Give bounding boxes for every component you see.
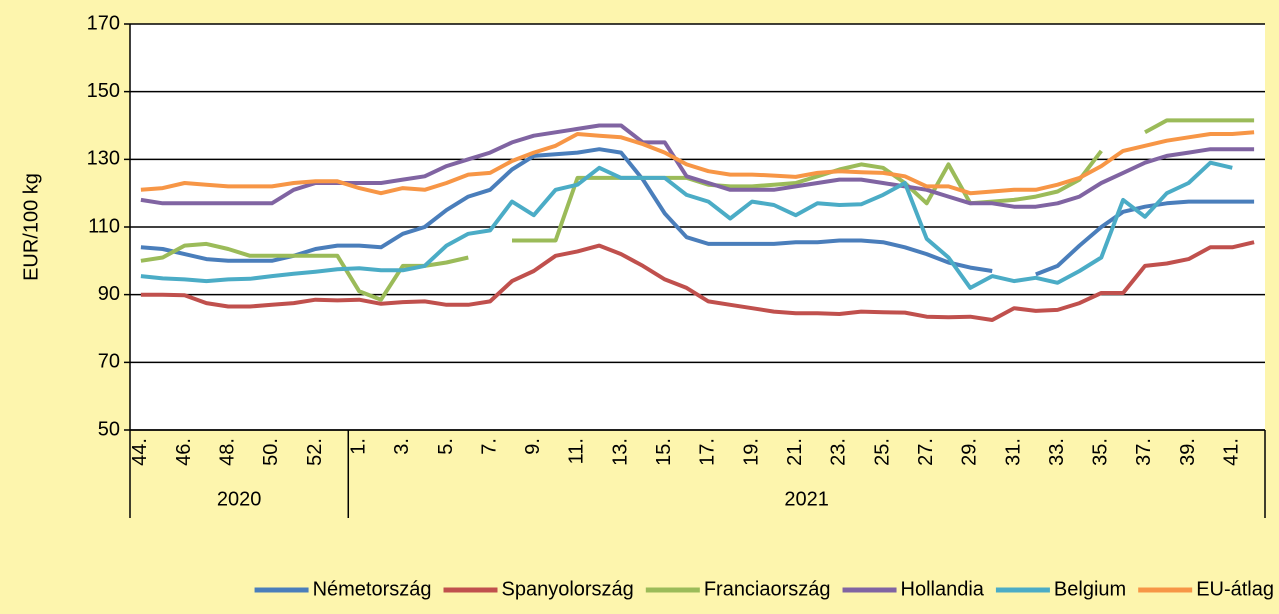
x-tick-label: 15. bbox=[653, 438, 675, 466]
x-tick-label: 31. bbox=[1002, 438, 1024, 466]
series-line bbox=[140, 160, 1233, 290]
legend-label: Belgium bbox=[1054, 578, 1126, 600]
x-tick-label: 27. bbox=[915, 438, 937, 466]
x-tick-label: 1. bbox=[347, 438, 369, 455]
y-tick-label: 50 bbox=[98, 418, 120, 440]
y-tick-label: 90 bbox=[98, 283, 120, 305]
x-tick-label: 41. bbox=[1221, 438, 1243, 466]
x-tick-label: 13. bbox=[609, 438, 631, 466]
y-tick-label: 130 bbox=[87, 148, 120, 170]
group-label: 2020 bbox=[217, 488, 262, 510]
x-tick-label: 37. bbox=[1133, 438, 1155, 466]
x-tick-label: 7. bbox=[478, 438, 500, 455]
x-tick-label: 23. bbox=[828, 438, 850, 466]
x-tick-label: 39. bbox=[1177, 438, 1199, 466]
x-tick-label: 46. bbox=[173, 438, 195, 466]
y-tick-label: 170 bbox=[87, 12, 120, 34]
x-tick-label: 35. bbox=[1090, 438, 1112, 466]
x-tick-label: 9. bbox=[522, 438, 544, 455]
series-line bbox=[140, 240, 1255, 322]
x-tick-label: 3. bbox=[391, 438, 413, 455]
y-tick-label: 150 bbox=[87, 80, 120, 102]
legend-label: Németország bbox=[313, 578, 432, 600]
x-tick-label: 19. bbox=[740, 438, 762, 466]
x-tick-label: 25. bbox=[871, 438, 893, 466]
x-tick-label: 50. bbox=[260, 438, 282, 466]
x-tick-label: 29. bbox=[959, 438, 981, 466]
x-tick-label: 17. bbox=[697, 438, 719, 466]
legend-label: Spanyolország bbox=[502, 578, 634, 600]
x-tick-label: 33. bbox=[1046, 438, 1068, 466]
y-axis-label: EUR/100 kg bbox=[20, 173, 42, 281]
series-line bbox=[140, 147, 1255, 277]
x-tick-label: 48. bbox=[217, 438, 239, 466]
x-tick-label: 44. bbox=[129, 438, 151, 466]
x-tick-label: 52. bbox=[304, 438, 326, 466]
legend-label: EU-átlag bbox=[1196, 578, 1274, 600]
x-tick-label: 21. bbox=[784, 438, 806, 466]
legend-label: Franciaország bbox=[704, 578, 831, 600]
x-tick-label: 11. bbox=[566, 438, 588, 464]
y-tick-label: 110 bbox=[88, 215, 120, 237]
x-tick-label: 5. bbox=[435, 438, 457, 455]
series-line bbox=[140, 118, 1255, 302]
group-label: 2021 bbox=[784, 488, 829, 510]
series-line bbox=[140, 130, 1255, 196]
legend-label: Hollandia bbox=[901, 578, 985, 600]
y-tick-label: 70 bbox=[98, 351, 120, 373]
